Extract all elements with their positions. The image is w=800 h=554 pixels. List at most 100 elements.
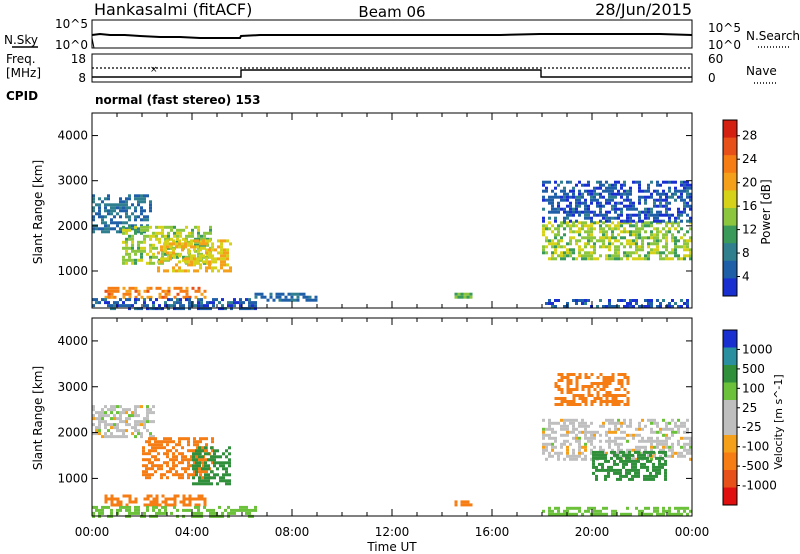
data-cell	[128, 307, 131, 311]
data-cell	[551, 207, 554, 211]
data-cell	[137, 227, 140, 231]
data-cell	[689, 195, 692, 199]
data-cell	[617, 207, 620, 211]
data-cell	[649, 474, 652, 478]
data-cell	[584, 509, 587, 513]
data-cell	[314, 298, 318, 302]
data-cell	[593, 242, 596, 246]
data-cell	[590, 439, 593, 443]
data-cell	[149, 237, 152, 241]
data-cell	[107, 197, 110, 201]
colorbar-tick-label: 16	[742, 199, 757, 213]
data-cell	[188, 295, 192, 299]
data-cell	[620, 186, 623, 190]
data-cell	[104, 209, 107, 213]
data-cell	[158, 237, 161, 241]
data-cell	[643, 456, 646, 460]
data-cell	[623, 254, 626, 258]
data-cell	[659, 201, 662, 205]
cpid-text: normal (fast stereo) 153	[95, 93, 261, 107]
data-cell	[116, 405, 119, 409]
data-cell	[193, 239, 196, 243]
data-cell	[551, 201, 554, 205]
data-cell	[653, 239, 656, 243]
data-cell	[626, 302, 629, 305]
data-cell	[572, 388, 576, 391]
data-cell	[217, 239, 220, 243]
data-cell	[134, 408, 137, 412]
data-cell	[611, 207, 614, 211]
data-cell	[179, 304, 182, 308]
data-cell	[110, 503, 114, 507]
data-cell	[650, 457, 653, 461]
data-cell	[674, 245, 677, 249]
y-tick-label: 4000	[57, 334, 88, 348]
data-cell	[220, 266, 223, 270]
data-cell	[614, 442, 617, 446]
data-cell	[575, 512, 578, 516]
data-cell	[224, 307, 227, 311]
data-cell	[172, 239, 175, 243]
data-cell	[188, 255, 191, 259]
data-cell	[143, 298, 146, 302]
data-cell	[545, 427, 548, 431]
data-cell	[95, 505, 98, 509]
data-cell	[623, 430, 626, 434]
data-cell	[173, 497, 177, 501]
data-cell	[647, 195, 650, 199]
data-cell	[686, 183, 689, 187]
data-cell	[184, 257, 187, 261]
data-cell	[122, 246, 125, 250]
data-cell	[134, 252, 137, 256]
data-cell	[551, 421, 554, 425]
data-cell	[653, 445, 656, 449]
data-cell	[593, 388, 597, 391]
data-cell	[632, 433, 635, 437]
data-cell	[598, 456, 601, 460]
data-cell	[290, 295, 294, 299]
data-cell	[226, 239, 229, 243]
data-cell	[617, 239, 620, 243]
data-cell	[225, 461, 228, 465]
data-cell	[569, 236, 572, 240]
beam-title: Beam 06	[358, 3, 425, 21]
data-cell	[608, 254, 611, 258]
data-cell	[542, 451, 545, 455]
data-cell	[686, 506, 689, 510]
data-cell	[95, 411, 98, 415]
data-cell	[659, 221, 662, 225]
data-cell	[599, 239, 602, 243]
data-cell	[554, 451, 557, 455]
data-cell	[119, 200, 122, 204]
data-cell	[203, 237, 206, 241]
data-cell	[569, 418, 572, 422]
data-cell	[230, 307, 233, 311]
data-cell	[671, 442, 674, 446]
data-cell	[572, 394, 576, 397]
data-cell	[560, 400, 564, 403]
data-cell	[207, 464, 210, 468]
data-cell	[457, 292, 461, 296]
data-cell	[113, 221, 116, 225]
data-cell	[116, 221, 119, 225]
data-cell	[590, 227, 593, 231]
noise-left-tick-bottom: 10^0	[55, 38, 88, 52]
data-cell	[652, 462, 655, 466]
data-cell	[110, 426, 113, 430]
data-cell	[205, 470, 208, 474]
data-cell	[198, 464, 201, 468]
data-cell	[656, 436, 659, 440]
data-cell	[560, 445, 563, 449]
data-cell	[563, 198, 566, 202]
data-cell	[605, 201, 608, 205]
colorbar-swatch	[723, 330, 737, 348]
data-cell	[128, 414, 131, 418]
data-cell	[125, 258, 128, 262]
data-cell	[125, 231, 128, 235]
data-cell	[584, 201, 587, 205]
data-cell	[595, 450, 598, 454]
data-cell	[605, 216, 608, 220]
data-cell	[245, 298, 248, 302]
data-cell	[554, 227, 557, 231]
